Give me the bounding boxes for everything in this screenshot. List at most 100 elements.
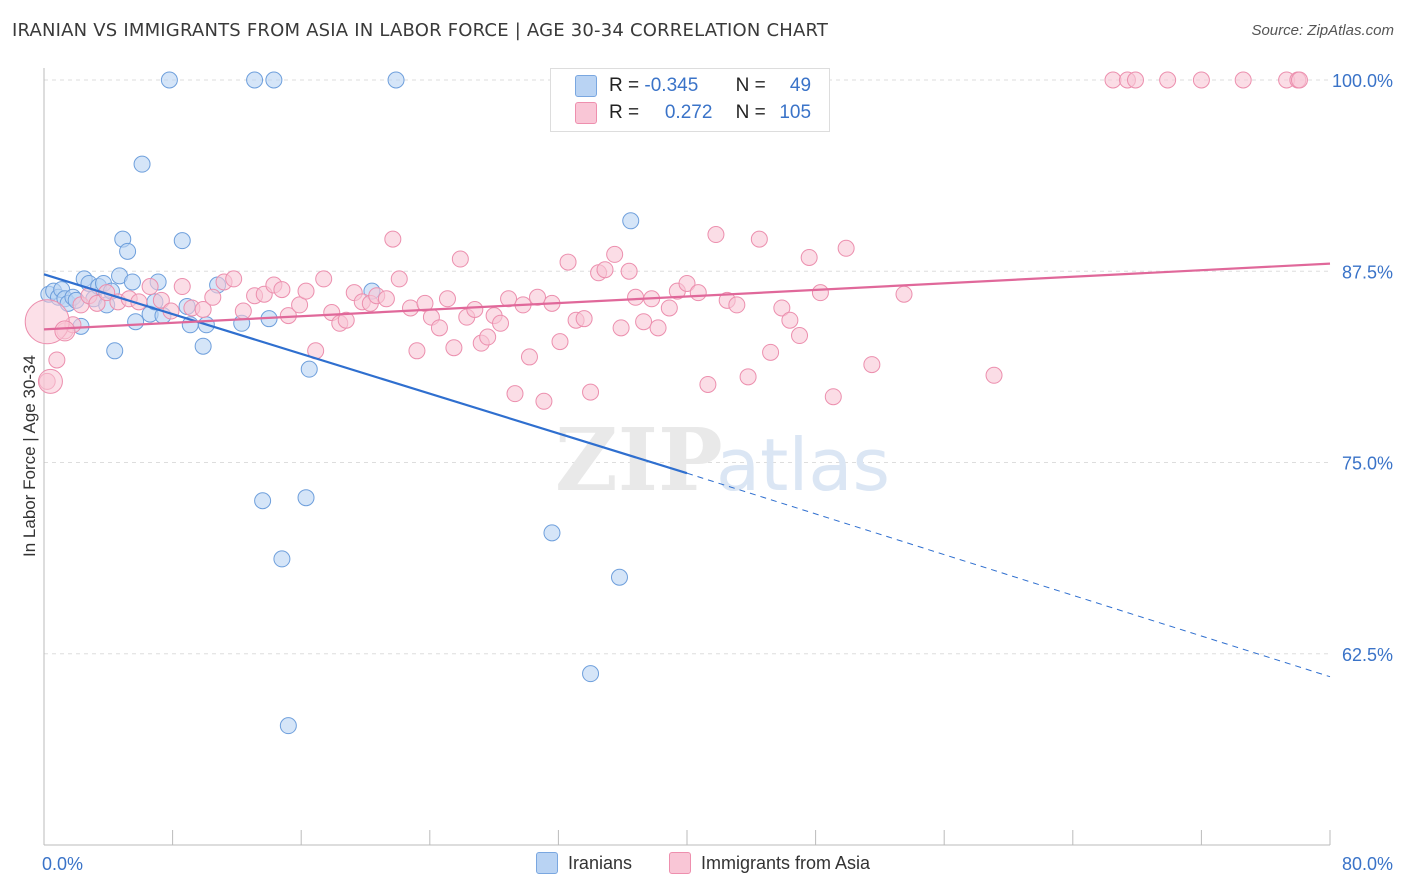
point-iranians bbox=[387, 71, 405, 89]
tick-labels-layer: 100.0% 87.5% 75.0% 62.5% 0.0% 80.0% bbox=[42, 71, 1393, 874]
stats-legend: R = -0.345 N = 49 R = 0.272 N = 105 bbox=[550, 68, 830, 132]
watermark-atlas: atlas bbox=[716, 423, 890, 507]
point-asia bbox=[529, 288, 547, 306]
point-asia bbox=[492, 314, 510, 332]
legend-item-iranians: Iranians bbox=[535, 852, 632, 874]
point-asia bbox=[506, 385, 524, 403]
legend-r-label: R = bbox=[609, 75, 640, 97]
point-asia bbox=[728, 296, 746, 314]
point-asia bbox=[824, 388, 842, 406]
point-asia bbox=[660, 299, 678, 317]
point-asia bbox=[315, 270, 333, 288]
point-asia bbox=[297, 282, 315, 300]
point-asia bbox=[451, 250, 469, 268]
point-asia bbox=[1126, 71, 1144, 89]
chart-title: IRANIAN VS IMMIGRANTS FROM ASIA IN LABOR… bbox=[12, 20, 829, 41]
x-tick-label-min: 0.0% bbox=[42, 854, 83, 874]
legend-n-label: N = bbox=[735, 75, 766, 97]
y-tick-label: 100.0% bbox=[1332, 71, 1393, 91]
point-iranians bbox=[273, 550, 291, 568]
point-asia bbox=[408, 342, 426, 360]
trend-line-iranians bbox=[43, 273, 688, 475]
legend-swatch-blue bbox=[575, 75, 597, 97]
trend-lines-layer bbox=[43, 262, 1331, 678]
point-asia bbox=[559, 253, 577, 271]
point-iranians bbox=[543, 524, 561, 542]
point-asia bbox=[627, 288, 645, 306]
point-asia bbox=[204, 288, 222, 306]
point-asia bbox=[750, 230, 768, 248]
legend-swatch-pink bbox=[669, 852, 691, 874]
point-asia bbox=[1104, 71, 1122, 89]
point-asia bbox=[678, 274, 696, 292]
point-asia bbox=[88, 294, 106, 312]
watermark-zip: ZIP bbox=[555, 410, 723, 511]
point-asia bbox=[895, 285, 913, 303]
point-asia bbox=[773, 299, 791, 317]
point-asia bbox=[791, 327, 809, 345]
point-asia bbox=[402, 299, 420, 317]
legend-swatch-blue bbox=[535, 852, 558, 874]
point-asia bbox=[152, 291, 170, 309]
point-asia bbox=[430, 319, 448, 337]
y-tick-label: 87.5% bbox=[1342, 262, 1393, 282]
point-asia bbox=[762, 343, 780, 361]
point-asia bbox=[337, 311, 355, 329]
legend-r-value: -0.345 bbox=[644, 75, 699, 97]
point-iranians bbox=[300, 360, 318, 378]
y-axis-label: In Labor Force | Age 30-34 bbox=[20, 355, 39, 557]
point-asia bbox=[48, 351, 66, 369]
point-asia bbox=[1234, 71, 1252, 89]
legend-n-value: 49 bbox=[789, 75, 812, 97]
point-iranians bbox=[119, 242, 137, 260]
points-layer bbox=[24, 71, 1308, 735]
point-asia bbox=[520, 348, 538, 366]
point-iranians bbox=[254, 492, 272, 510]
point-asia bbox=[863, 356, 881, 374]
point-asia bbox=[416, 294, 434, 312]
point-asia bbox=[194, 301, 212, 318]
point-asia bbox=[54, 320, 76, 342]
legend-item-asia: Immigrants from Asia bbox=[669, 852, 870, 874]
point-asia bbox=[500, 290, 518, 308]
point-asia bbox=[781, 311, 799, 329]
series-legend: Iranians Immigrants from Asia bbox=[0, 852, 1406, 879]
legend-swatch-pink bbox=[575, 102, 597, 124]
point-asia bbox=[466, 301, 484, 318]
trend-line-asia bbox=[43, 262, 1331, 331]
point-iranians bbox=[622, 212, 640, 230]
point-asia bbox=[612, 319, 630, 337]
point-iranians bbox=[279, 717, 297, 735]
legend-n-label: N = bbox=[735, 102, 766, 124]
point-asia bbox=[985, 366, 1003, 384]
point-iranians bbox=[265, 71, 283, 89]
y-tick-label: 62.5% bbox=[1342, 645, 1393, 665]
legend-r-label: R = bbox=[609, 102, 640, 124]
source-label: Source: ZipAtlas.com bbox=[1251, 22, 1394, 39]
point-asia bbox=[606, 245, 624, 263]
point-iranians bbox=[106, 342, 124, 360]
point-asia bbox=[390, 270, 408, 288]
x-tick-label-max: 80.0% bbox=[1342, 854, 1393, 874]
point-asia bbox=[291, 296, 309, 314]
legend-row-asia: R = 0.272 N = 105 bbox=[575, 102, 811, 124]
point-iranians bbox=[582, 665, 600, 683]
point-asia bbox=[377, 290, 395, 308]
point-asia bbox=[800, 248, 818, 266]
point-asia bbox=[582, 383, 600, 401]
point-asia bbox=[1290, 71, 1308, 89]
grid-layer bbox=[44, 79, 1330, 655]
point-iranians bbox=[123, 273, 141, 291]
point-asia bbox=[225, 270, 243, 288]
point-iranians bbox=[297, 489, 315, 507]
legend-label-iranians: Iranians bbox=[567, 852, 632, 873]
legend-label-asia: Immigrants from Asia bbox=[701, 852, 871, 873]
point-asia bbox=[620, 262, 638, 280]
point-asia bbox=[707, 226, 725, 244]
point-asia bbox=[173, 278, 191, 296]
point-iranians bbox=[194, 337, 212, 355]
point-asia bbox=[479, 328, 497, 346]
point-asia bbox=[689, 284, 707, 302]
point-asia bbox=[273, 281, 291, 299]
